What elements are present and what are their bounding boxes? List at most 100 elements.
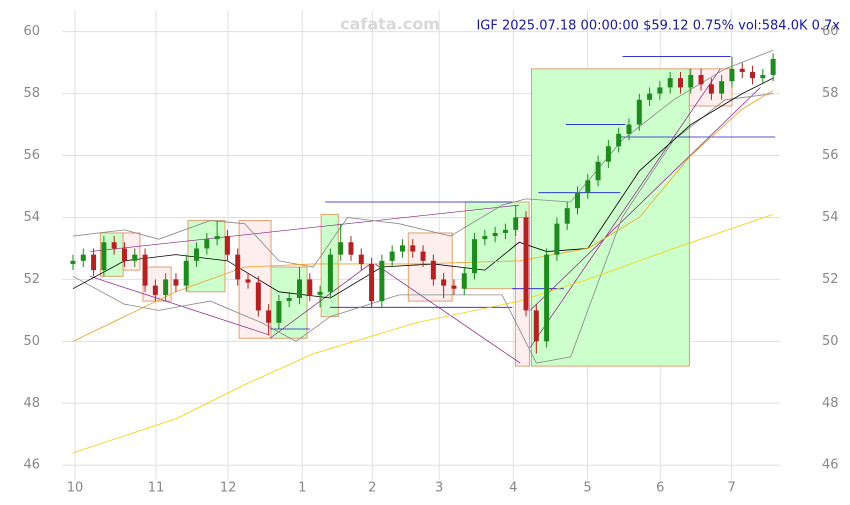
candle-body bbox=[399, 245, 405, 252]
indicator-line bbox=[72, 90, 774, 342]
candle-body bbox=[173, 279, 179, 286]
candle-body bbox=[142, 254, 148, 286]
y-tick-label-right: 54 bbox=[822, 210, 839, 225]
candle-body bbox=[152, 285, 158, 295]
y-tick-label-right: 56 bbox=[822, 148, 839, 163]
candle-body bbox=[677, 78, 683, 88]
candle-body bbox=[739, 68, 745, 72]
zone-box bbox=[407, 232, 453, 302]
candle-body bbox=[348, 242, 354, 255]
candle-body bbox=[492, 232, 498, 237]
candle-body bbox=[441, 279, 447, 286]
x-tick-label: 11 bbox=[148, 481, 165, 496]
candle-body bbox=[472, 239, 478, 274]
x-tick-label: 5 bbox=[583, 481, 591, 496]
trend-line bbox=[374, 263, 521, 364]
candles bbox=[70, 53, 776, 354]
candle-body bbox=[121, 248, 127, 261]
candle-body bbox=[564, 208, 570, 224]
indicator-line bbox=[72, 214, 774, 454]
candle-body bbox=[575, 192, 581, 209]
candle-body bbox=[729, 68, 735, 82]
y-tick-label: 58 bbox=[23, 86, 40, 101]
candle-body bbox=[70, 260, 76, 264]
candle-body bbox=[667, 78, 673, 88]
y-tick-label-right: 48 bbox=[822, 396, 839, 411]
candle-body bbox=[647, 93, 653, 100]
candle-body bbox=[719, 81, 725, 94]
y-tick-label: 46 bbox=[23, 458, 40, 473]
trend-line bbox=[529, 68, 721, 348]
y-tick-label: 48 bbox=[23, 396, 40, 411]
x-tick-label: 7 bbox=[727, 481, 735, 496]
candle-body bbox=[214, 236, 220, 240]
candle-body bbox=[204, 239, 210, 249]
candle-body bbox=[91, 254, 97, 271]
candle-body bbox=[379, 260, 385, 302]
candle-body bbox=[183, 260, 189, 286]
x-tick-label: 2 bbox=[368, 481, 376, 496]
candle-body bbox=[101, 242, 107, 271]
candle-body bbox=[163, 279, 169, 295]
candle-body bbox=[255, 282, 261, 311]
candle-body bbox=[533, 310, 539, 342]
x-tick-label: 1 bbox=[298, 481, 306, 496]
chart-title: IGF 2025.07.18 00:00:00 $59.12 0.75% vol… bbox=[476, 19, 840, 34]
candle-body bbox=[297, 279, 303, 298]
watermark: cafata.com bbox=[340, 15, 440, 34]
indicator-line bbox=[72, 77, 774, 299]
y-tick-label: 50 bbox=[23, 334, 40, 349]
candle-body bbox=[430, 260, 436, 280]
candle-body bbox=[770, 58, 776, 76]
candle-body bbox=[194, 248, 200, 261]
x-tick-label: 10 bbox=[67, 481, 84, 496]
candle-body bbox=[708, 84, 714, 94]
indicator-line bbox=[72, 93, 774, 364]
candle-body bbox=[317, 291, 323, 295]
candle-body bbox=[410, 245, 416, 252]
candle-body bbox=[698, 75, 704, 85]
indicator-lines bbox=[72, 49, 776, 454]
candle-body bbox=[111, 242, 117, 249]
zone-box bbox=[238, 220, 272, 339]
candle-body bbox=[585, 180, 591, 193]
candle-body bbox=[482, 236, 488, 240]
y-tick-label-right: 50 bbox=[822, 334, 839, 349]
candle-body bbox=[750, 71, 756, 79]
candle-body bbox=[688, 75, 694, 88]
candle-body bbox=[595, 161, 601, 181]
x-tick-label: 12 bbox=[220, 481, 237, 496]
candle-body bbox=[513, 217, 519, 230]
candle-body bbox=[266, 310, 272, 323]
candle-body bbox=[760, 75, 766, 79]
candle-body bbox=[224, 236, 230, 255]
x-tick-label: 3 bbox=[435, 481, 443, 496]
boxes bbox=[99, 68, 733, 367]
y-tick-label-right: 52 bbox=[822, 272, 839, 287]
candle-body bbox=[327, 254, 333, 292]
y-tick-label-right: 46 bbox=[822, 458, 839, 473]
y-tick-label-right: 58 bbox=[822, 86, 839, 101]
candle-body bbox=[502, 229, 508, 233]
candle-body bbox=[605, 146, 611, 162]
candle-body bbox=[358, 254, 364, 264]
y-tick-label: 56 bbox=[23, 148, 40, 163]
y-tick-label: 60 bbox=[23, 24, 40, 39]
candle-body bbox=[616, 133, 622, 147]
candle-body bbox=[245, 279, 251, 283]
candle-body bbox=[338, 242, 344, 255]
y-tick-label: 52 bbox=[23, 272, 40, 287]
candle-body bbox=[523, 217, 529, 311]
candle-body bbox=[544, 254, 550, 342]
x-tick-label: 6 bbox=[656, 481, 664, 496]
candle-body bbox=[80, 254, 86, 261]
candle-body bbox=[420, 251, 426, 261]
candle-body bbox=[307, 279, 313, 295]
trend-line bbox=[90, 275, 271, 336]
candle-body bbox=[286, 298, 292, 302]
candle-body bbox=[554, 223, 560, 255]
candle-body bbox=[451, 285, 457, 289]
candle-body bbox=[657, 87, 663, 94]
